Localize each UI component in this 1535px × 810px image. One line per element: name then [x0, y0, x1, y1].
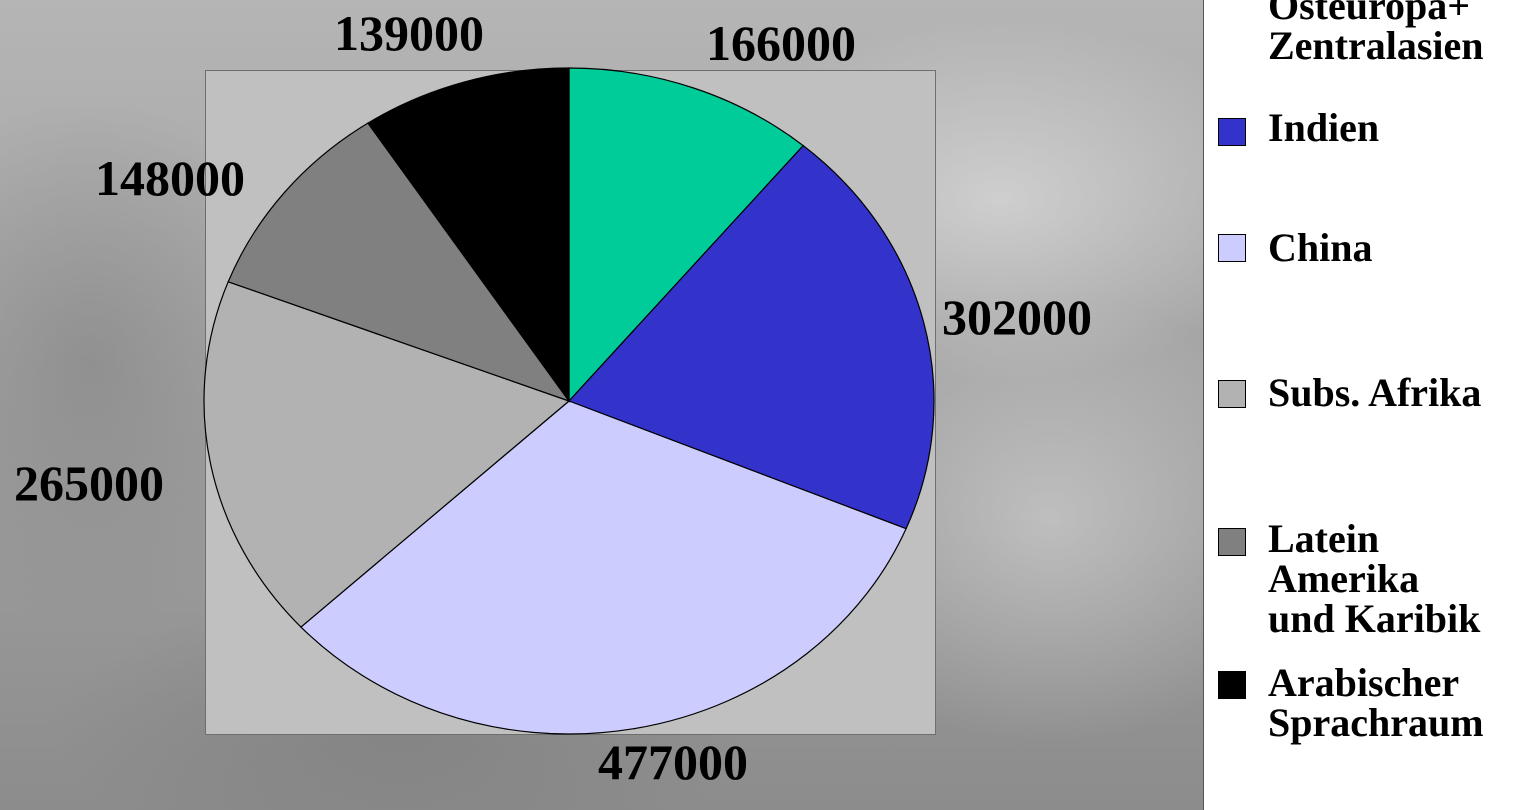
legend-label-line: und Karibik	[1268, 596, 1481, 641]
pie-slice-china	[300, 400, 907, 735]
legend-swatch-indien	[1218, 118, 1246, 146]
legend-label-line: Latein	[1268, 516, 1380, 561]
legend-label-line: Sprachraum	[1268, 700, 1484, 745]
legend-swatch-subs-afrika	[1218, 380, 1246, 408]
legend: Osteuropa+ Zentralasien Indien China Sub…	[1203, 0, 1535, 810]
pie-chart	[203, 67, 935, 735]
legend-label-line: Zentralasien	[1268, 23, 1484, 68]
legend-label-line: Arabischer	[1268, 660, 1460, 705]
data-label-latein-amerika: 148000	[95, 150, 245, 206]
legend-swatch-latein-amerika	[1218, 528, 1246, 556]
legend-swatch-arabisch	[1218, 671, 1246, 699]
pie-slice-osteuropa	[568, 67, 805, 403]
pie-slice-indien	[567, 144, 935, 530]
data-label-china: 477000	[598, 734, 748, 790]
data-label-arabisch: 139000	[334, 5, 484, 61]
pie-slice-subs-afrika	[203, 281, 571, 628]
legend-swatch-china	[1218, 234, 1246, 262]
legend-label-line: Osteuropa+	[1268, 0, 1471, 28]
legend-label-line: China	[1268, 225, 1373, 270]
legend-label-line: Amerika	[1268, 556, 1420, 601]
data-label-osteuropa: 166000	[706, 15, 856, 71]
pie-slice-latein-amerika	[227, 122, 571, 403]
legend-label-line: Subs. Afrika	[1268, 370, 1482, 415]
pie-slice-arabisch	[367, 67, 570, 403]
data-label-indien: 302000	[942, 289, 1092, 345]
legend-label-line: Indien	[1268, 105, 1380, 150]
data-label-subs-afrika: 265000	[14, 455, 164, 511]
